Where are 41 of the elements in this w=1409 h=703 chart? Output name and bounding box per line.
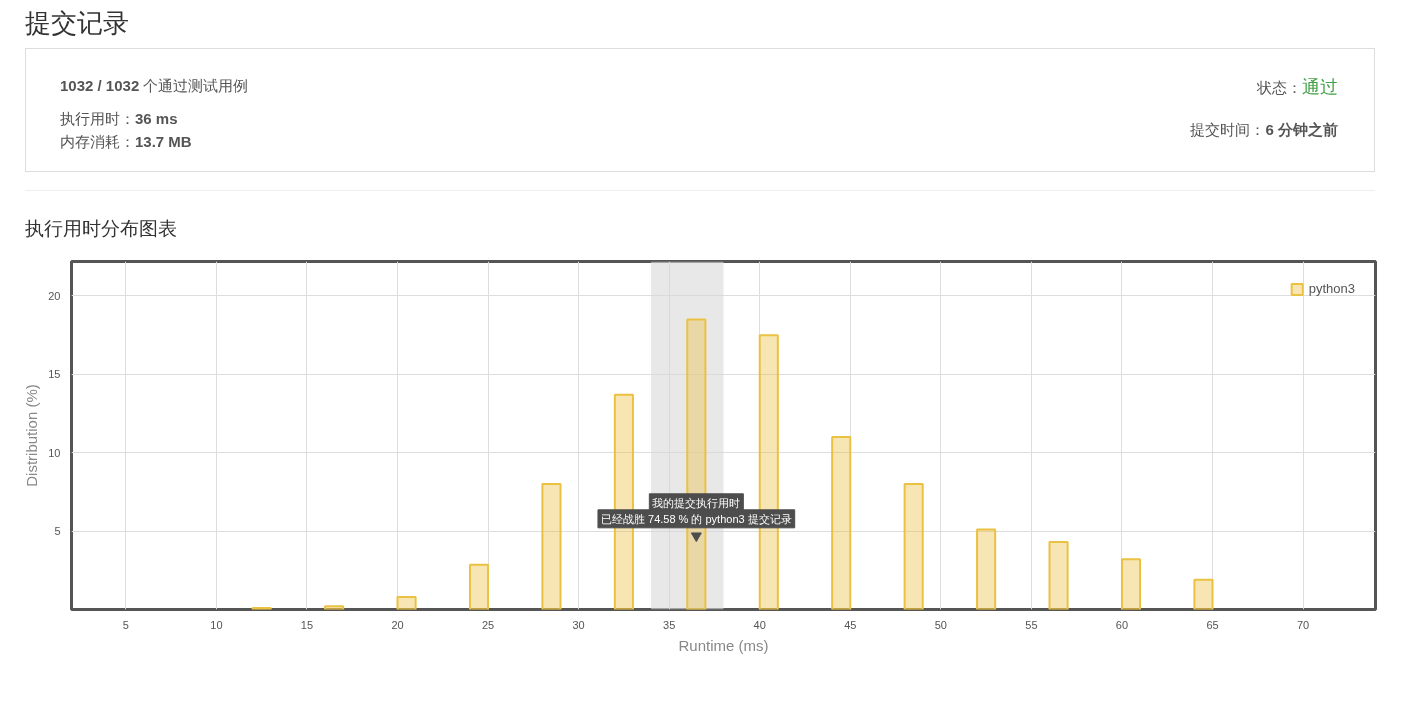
x-tick-label: 65 [1206,618,1219,631]
x-tick-label: 70 [1296,618,1310,631]
x-tick-label: 40 [753,618,766,631]
annotation: 我的提交执行用时 [652,496,741,509]
bar [1048,541,1069,610]
text: 1032 / 1032 个通过测试用例 [60,76,249,97]
bar [976,528,997,610]
y-tick-label: 10 [48,446,61,459]
y-tick-label: 20 [48,289,61,302]
bar [831,436,852,610]
x-tick-label: 60 [1115,618,1129,631]
bar [468,563,490,610]
x-tick-label: 15 [300,618,314,631]
bar [541,483,562,610]
text: 提交时间：6 分钟之前 [1190,119,1338,140]
y-tick-label: 5 [54,525,61,538]
y-tick-label: 15 [48,368,61,381]
x-tick-label: 50 [934,618,947,631]
x-axis-title: Runtime (ms) [678,636,769,654]
bar [396,595,417,610]
text: 执行用时：36 ms [60,108,179,129]
bar [903,483,924,610]
bar [613,393,634,610]
x-tick-label: 10 [210,618,223,631]
text: 状态：通过 [1256,76,1338,100]
text: 提交记录 [25,7,130,40]
x-tick-label: 5 [122,618,129,631]
x-tick-label: 45 [844,618,857,631]
bar [1120,558,1142,610]
bar [1193,578,1214,610]
x-tick-label: 55 [1025,618,1038,631]
chart-title: 执行用时分布图表 [25,217,177,241]
bar [324,605,345,610]
annotation: 已经战胜 74.58 % 的 python3 提交记录 [600,512,792,525]
x-tick-label: 20 [391,618,404,631]
y-axis-title: Distribution (%) [23,384,41,487]
text: 内存消耗：13.7 MB [60,131,193,152]
x-tick-label: 35 [663,618,676,631]
x-tick-label: 25 [481,618,495,631]
legend-label: python3 [1308,281,1355,296]
x-tick-label: 30 [572,618,585,631]
